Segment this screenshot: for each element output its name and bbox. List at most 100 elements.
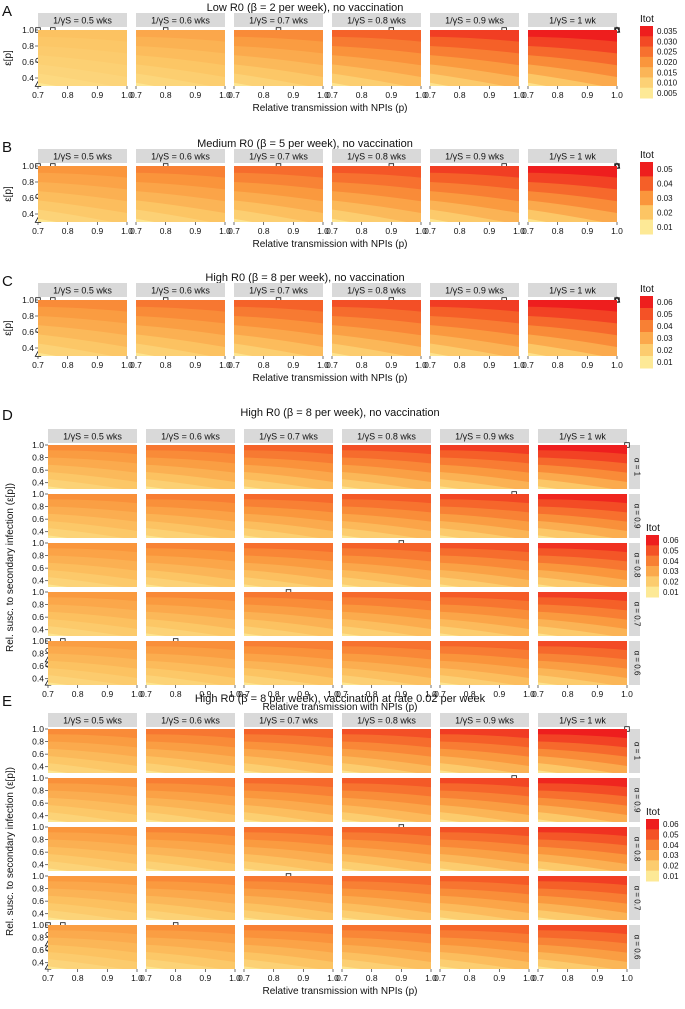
x-tick-label: 0.7 (228, 90, 240, 100)
heat-band (528, 166, 617, 178)
x-tick-label: 0.7 (238, 973, 250, 983)
heat-band (342, 592, 431, 602)
row-strip-label: α = 0.8 (633, 553, 642, 578)
strip-label: 1/γS = 0.7 wks (259, 716, 318, 726)
legend-swatch (646, 819, 659, 830)
legend-tick: 0.05 (663, 831, 679, 840)
x-tick-label: 1.0 (131, 689, 143, 699)
y-tick-label: 0.8 (32, 600, 44, 610)
strip (332, 13, 421, 27)
heat-band (48, 543, 137, 553)
x-tick-label: 0.9 (297, 689, 309, 699)
y-axis-label: ε[p] (3, 50, 14, 66)
x-tick-label: 1.0 (327, 689, 339, 699)
strip (234, 13, 323, 27)
heat-band (38, 300, 127, 312)
legend-swatch (640, 332, 653, 345)
x-tick-label: 0.8 (464, 973, 476, 983)
x-tick-label: 0.8 (258, 226, 270, 236)
strip (136, 149, 225, 163)
y-tick-label: 0.6 (32, 563, 44, 573)
x-tick-label: 0.9 (395, 973, 407, 983)
heatmap-cell (38, 166, 127, 222)
y-tick-label: 1.0 (22, 161, 34, 171)
heat-band (48, 876, 137, 886)
legend-tick: 0.02 (657, 346, 673, 355)
heatmap-cell (440, 592, 529, 636)
legend-swatch (646, 566, 659, 577)
heatmap-cell (342, 729, 431, 773)
heatmap-cell (136, 166, 225, 222)
legend-tick: 0.02 (663, 862, 679, 871)
y-tick-label: 0.6 (32, 798, 44, 808)
legend-tick: 0.015 (657, 68, 678, 77)
strip-label: 1/γS = 0.8 wks (357, 432, 416, 442)
legend-tick: 0.030 (657, 37, 678, 46)
strip-label: 1/γS = 0.6 wks (161, 432, 220, 442)
row-strip (629, 925, 640, 969)
legend-swatch (640, 320, 653, 333)
x-tick-label: 0.9 (483, 90, 495, 100)
y-tick-label: 0.8 (32, 884, 44, 894)
strip (538, 713, 627, 727)
legend-tick: 0.04 (657, 180, 673, 189)
x-tick-label: 0.7 (424, 90, 436, 100)
x-tick-label: 1.0 (415, 226, 427, 236)
strip (244, 713, 333, 727)
legend-swatch (646, 860, 659, 872)
x-tick-label: 1.0 (219, 226, 231, 236)
y-tick-label: 1.0 (32, 440, 44, 450)
strip (234, 283, 323, 297)
heat-band (146, 778, 235, 788)
x-tick-label: 1.0 (317, 90, 329, 100)
strip-label: 1/γS = 1 wk (559, 432, 606, 442)
strip (332, 149, 421, 163)
x-tick-label: 0.9 (581, 360, 593, 370)
row-strip-label: α = 0.8 (633, 837, 642, 862)
strip-label: 1/γS = 0.6 wks (151, 152, 210, 162)
x-tick-label: 0.7 (424, 226, 436, 236)
legend-tick: 0.035 (657, 27, 678, 36)
heatmap-cell (440, 778, 529, 822)
x-tick-label: 0.7 (32, 90, 44, 100)
strip-label: 1/γS = 0.6 wks (151, 16, 210, 26)
x-tick-label: 0.9 (493, 973, 505, 983)
legend-swatch (640, 46, 653, 58)
strip (146, 429, 235, 443)
strip-label: 1/γS = 0.9 wks (445, 152, 504, 162)
legend-tick: 0.005 (657, 89, 678, 98)
row-strip (629, 445, 640, 489)
heat-band (538, 445, 627, 455)
heatmap-cell (440, 445, 529, 489)
x-tick-label: 1.0 (121, 226, 133, 236)
heatmap-cell (538, 827, 627, 871)
y-tick-label: 0.8 (32, 551, 44, 561)
panel-E: E High R0 (β = 8 per week), vaccination a… (2, 693, 642, 997)
strip-label: 1/γS = 0.5 wks (53, 152, 112, 162)
x-tick-label: 0.9 (395, 689, 407, 699)
y-tick-label: 1.0 (32, 773, 44, 783)
y-tick-label: 0.4 (32, 811, 44, 821)
y-tick-label: 0.6 (32, 612, 44, 622)
legend-swatch (640, 344, 653, 357)
legend-swatch (640, 56, 653, 68)
heat-band (244, 592, 333, 602)
x-tick-label: 1.0 (621, 973, 633, 983)
heatmap-cell (136, 300, 225, 356)
row-strip (629, 494, 640, 538)
heatmap-cell (342, 543, 431, 587)
heatmap-cell (146, 925, 235, 969)
y-tick-label: 0.4 (22, 343, 34, 353)
x-tick-label: 0.8 (258, 360, 270, 370)
heat-band (38, 166, 127, 178)
heat-band (146, 445, 235, 455)
heat-band (538, 641, 627, 651)
legend-title: Itot (640, 150, 654, 161)
legend-tick: 0.010 (657, 79, 678, 88)
heatmap-cell (332, 300, 421, 356)
strip (38, 283, 127, 297)
heatmap-cell (48, 729, 137, 773)
y-tick-label: 0.4 (32, 625, 44, 635)
x-tick-label: 0.8 (62, 90, 74, 100)
